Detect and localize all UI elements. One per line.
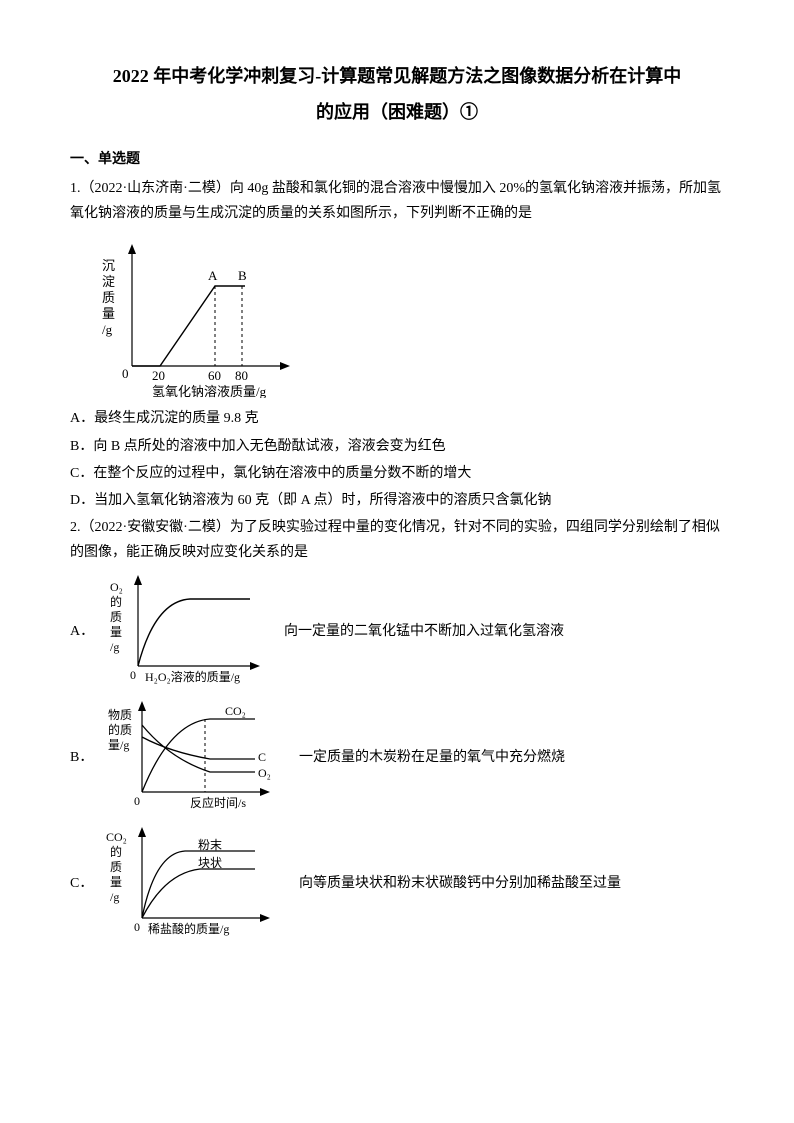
svg-text:O₂: O₂ [258,766,271,780]
svg-text:0: 0 [134,794,140,808]
svg-text:O₂: O₂ [110,580,123,594]
svg-text:物质: 物质 [108,708,132,722]
q1-xtick-2: 80 [235,368,248,383]
svg-text:量: 量 [110,625,122,639]
svg-text:稀盐酸的质量/g: 稀盐酸的质量/g [148,921,229,936]
q1-xtick-0: 20 [152,368,165,383]
svg-text:H₂O₂溶液的质量/g: H₂O₂溶液的质量/g [145,669,240,684]
q2-option-A: A． O₂ 的 质 量 /g 0 H₂O₂溶液的质量/g 向一定量的二氧化锰中不… [70,571,724,691]
q1-stem: 1.（2022·山东济南·二模）向 40g 盐酸和氯化铜的混合溶液中慢慢加入 2… [70,176,724,226]
svg-text:质: 质 [110,860,122,874]
svg-text:质: 质 [110,610,122,624]
q2-B-label: B． [70,745,100,770]
svg-text:反应时间/s: 反应时间/s [190,795,246,810]
q1-option-B: B．向 B 点所处的溶液中加入无色酚酞试液，溶液会变为红色 [70,434,724,459]
q1-chart: 沉 淀 质 量 /g 0 20 60 80 氢氧化钠溶液质量/g A B [90,238,724,398]
svg-text:0: 0 [130,668,136,682]
svg-text:的: 的 [110,594,122,609]
svg-text:0: 0 [134,920,140,934]
svg-text:C: C [258,750,266,764]
q1-ylabel-0: 沉 [102,258,115,273]
doc-title-line2: 的应用（困难题）① [70,96,724,128]
q1-ylabel-2: 质 [102,290,115,305]
q2-C-label: C． [70,871,100,896]
svg-text:粉末: 粉末 [198,838,222,852]
svg-text:量/g: 量/g [108,738,129,752]
svg-text:/g: /g [110,640,119,654]
q2-B-desc: 一定质量的木炭粉在足量的氧气中充分燃烧 [299,745,724,770]
q1-xlabel: 氢氧化钠溶液质量/g [152,384,267,398]
svg-text:量: 量 [110,875,122,889]
q1-option-A: A．最终生成沉淀的质量 9.8 克 [70,406,724,431]
q2-stem: 2.（2022·安徽安徽·二模）为了反映实验过程中量的变化情况，针对不同的实验，… [70,515,724,565]
q1-ylabel-1: 淀 [102,274,115,289]
q2-A-desc: 向一定量的二氧化锰中不断加入过氧化氢溶液 [284,619,724,644]
q2-B-chart: 物质 的质 量/g 0 反应时间/s CO₂ C O₂ [100,697,285,817]
q1-ylabel-4: /g [102,322,113,337]
q1-label-B: B [238,268,247,283]
q1-xtick-1: 60 [208,368,221,383]
q2-option-B: B． 物质 的质 量/g 0 反应时间/s CO₂ C O₂ 一定质量的木炭粉在… [70,697,724,817]
svg-text:/g: /g [110,890,119,904]
q2-C-chart: CO₂ 的 质 量 /g 0 稀盐酸的质量/g 粉末 块状 [100,823,285,943]
section-header: 一、单选题 [70,147,724,172]
doc-title-line1: 2022 年中考化学冲刺复习-计算题常见解题方法之图像数据分析在计算中 [70,60,724,92]
svg-text:CO₂: CO₂ [106,830,127,844]
q2-A-label: A． [70,619,100,644]
q1-ylabel-3: 量 [102,306,115,321]
svg-text:CO₂: CO₂ [225,704,246,718]
svg-text:的: 的 [110,844,122,859]
q1-label-A: A [208,268,218,283]
svg-text:0: 0 [122,366,129,381]
svg-text:块状: 块状 [198,856,222,870]
svg-text:的质: 的质 [108,722,132,737]
q2-C-desc: 向等质量块状和粉末状碳酸钙中分别加稀盐酸至过量 [299,871,724,896]
q1-option-C: C．在整个反应的过程中，氯化钠在溶液中的质量分数不断的增大 [70,461,724,486]
q1-option-D: D．当加入氢氧化钠溶液为 60 克（即 A 点）时，所得溶液中的溶质只含氯化钠 [70,488,724,513]
q2-option-C: C． CO₂ 的 质 量 /g 0 稀盐酸的质量/g 粉末 块状 向等质量块状和… [70,823,724,943]
q2-A-chart: O₂ 的 质 量 /g 0 H₂O₂溶液的质量/g [100,571,270,691]
